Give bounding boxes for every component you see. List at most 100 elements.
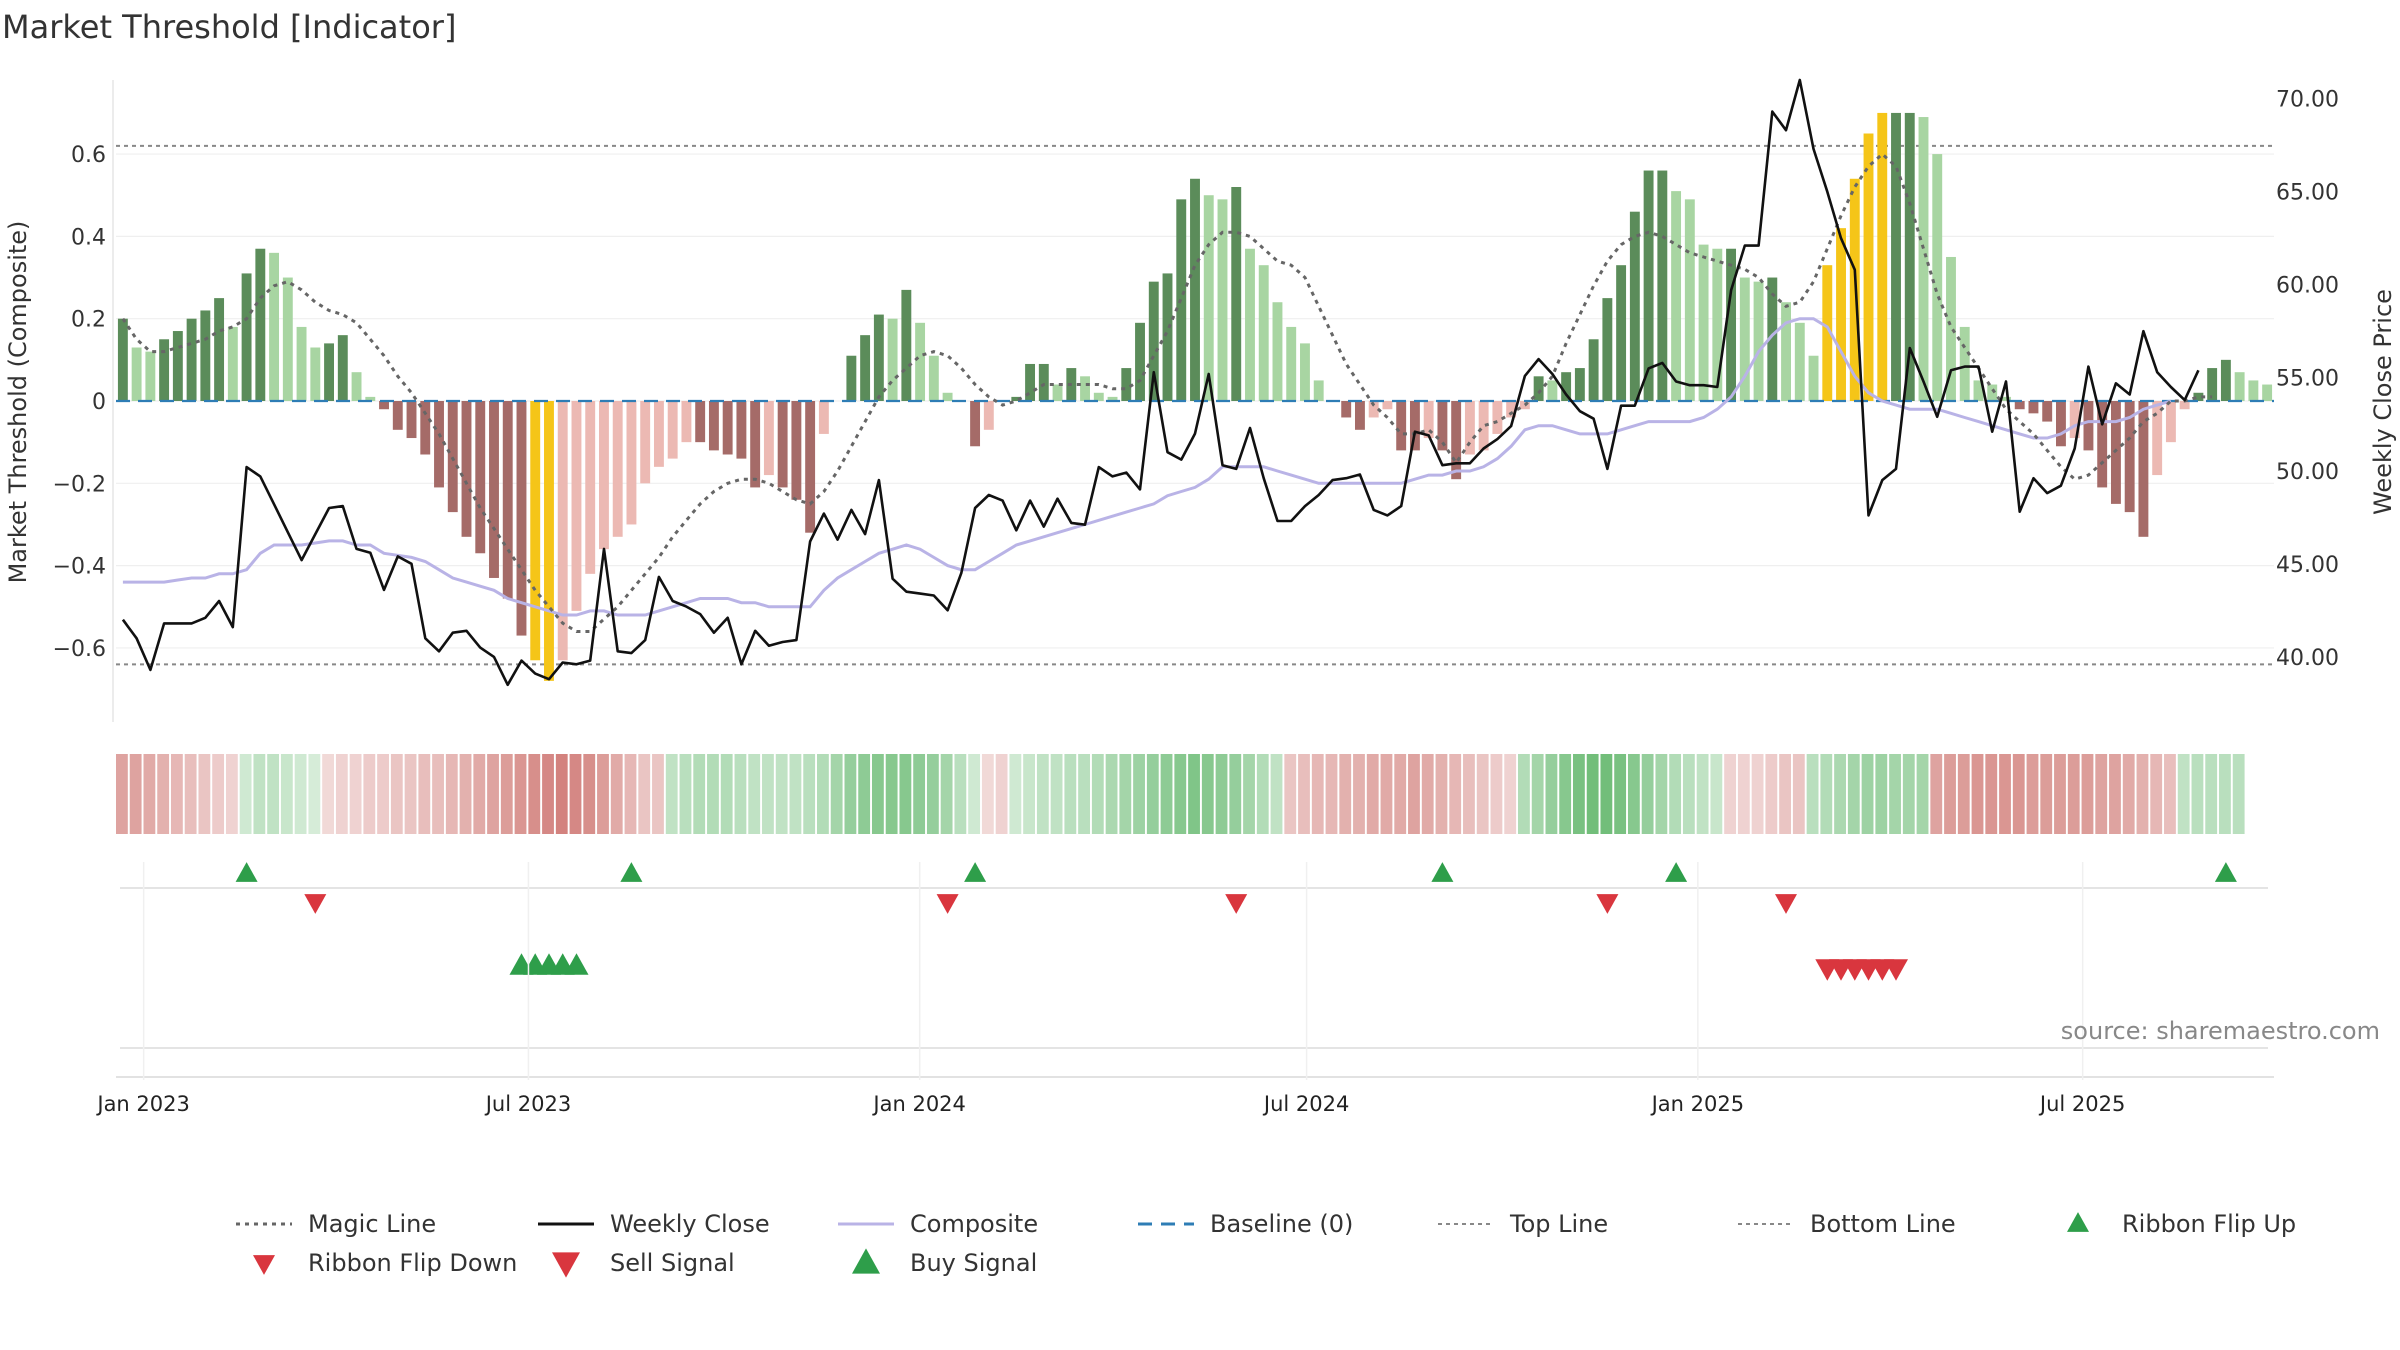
- histogram-bar: [557, 401, 568, 661]
- left-tick-label: −0.4: [53, 555, 106, 580]
- ribbon-cell: [1284, 754, 1297, 834]
- right-tick-label: 40.00: [2276, 646, 2339, 671]
- ribbon-cell: [514, 754, 527, 834]
- histogram-bar: [2083, 401, 2094, 451]
- legend-label: Magic Line: [308, 1210, 436, 1238]
- histogram-bar: [296, 326, 307, 401]
- histogram-bar: [928, 355, 939, 401]
- ribbon-cell: [748, 754, 761, 834]
- ribbon-flip-up-marker: [235, 862, 258, 882]
- histogram-bar: [1863, 133, 1874, 401]
- histogram-bar: [1946, 256, 1956, 401]
- histogram-bar: [1025, 363, 1036, 401]
- histogram-bar: [2179, 401, 2190, 410]
- series-lines: [116, 78, 2274, 687]
- legend-label: Baseline (0): [1210, 1210, 1353, 1238]
- ribbon-cell: [1243, 754, 1255, 834]
- histogram-bar: [241, 273, 252, 401]
- histogram-bar: [681, 401, 692, 443]
- ribbon-cell: [542, 754, 554, 834]
- legend-label: Ribbon Flip Down: [308, 1249, 517, 1277]
- ribbon-cell: [2026, 754, 2039, 834]
- ribbon-cell: [1298, 754, 1310, 834]
- ribbon-cell: [1834, 754, 1846, 834]
- legend-item: Top Line: [1438, 1210, 1608, 1238]
- histogram-bar: [1245, 248, 1255, 401]
- histogram-bar: [2220, 359, 2231, 401]
- histogram-bar: [1877, 112, 1888, 401]
- histogram-bar: [983, 401, 994, 430]
- date-axis: Jan 2023 Jul 2023 Jan 2024 Jul 2024 Jan 2025…: [95, 862, 2274, 1116]
- histogram-bar: [2234, 372, 2245, 401]
- histogram-bar: [1107, 396, 1118, 401]
- ribbon-cell: [830, 754, 843, 834]
- histogram-bar: [1423, 401, 1434, 439]
- ribbon-cell: [1559, 754, 1572, 834]
- histogram-bar: [2248, 380, 2259, 401]
- ribbon-cell: [555, 754, 568, 834]
- ribbon-cell: [184, 754, 197, 834]
- histogram-bar: [1781, 302, 1791, 401]
- ribbon-flip-down-marker: [1225, 894, 1248, 914]
- histogram-bar: [1492, 401, 1503, 434]
- histogram-bar: [1506, 401, 1517, 418]
- right-tick-label: 65.00: [2276, 181, 2339, 206]
- histogram-bar: [1286, 326, 1297, 401]
- ribbon-cell: [1023, 754, 1036, 834]
- ribbon-cell: [1476, 754, 1489, 834]
- ribbon-cell: [129, 754, 142, 834]
- histogram-bar: [145, 351, 156, 401]
- right-tick-label: 55.00: [2276, 367, 2339, 392]
- histogram-bar: [1533, 376, 1544, 401]
- right-tick-label: 45.00: [2276, 553, 2339, 578]
- ribbon-cell: [459, 754, 472, 834]
- histogram-bar: [1135, 322, 1145, 401]
- histogram-bar: [695, 401, 706, 443]
- histogram-bar: [434, 401, 444, 488]
- magic-line: [121, 152, 2213, 633]
- histogram-bar: [818, 401, 829, 434]
- ribbon-cell: [1696, 754, 1709, 834]
- legend-item: Ribbon Flip Down: [253, 1249, 517, 1277]
- left-tick-label: 0: [92, 390, 106, 415]
- ribbon-cell: [418, 754, 431, 834]
- ribbon-cell: [1861, 754, 1874, 834]
- ribbon-cell: [707, 754, 719, 834]
- ribbon-cell: [1201, 754, 1214, 834]
- ribbon-cell: [995, 754, 1008, 834]
- ribbon-cell: [844, 754, 857, 834]
- ribbon-cell: [1669, 754, 1682, 834]
- ribbon-cell: [899, 754, 912, 834]
- date-tick-label: Jan 2023: [95, 1092, 190, 1116]
- histogram-bar: [791, 401, 802, 500]
- histogram-bar: [1739, 277, 1750, 401]
- ribbon-cell: [1366, 754, 1379, 834]
- histogram-bar: [1891, 112, 1901, 401]
- histogram-bar: [516, 401, 527, 636]
- sell-signal-marker: [1884, 959, 1908, 981]
- legend-label: Weekly Close: [610, 1210, 770, 1238]
- histogram-bar: [1038, 363, 1049, 401]
- histogram-bar: [1918, 117, 1929, 402]
- ribbon-cell: [610, 754, 623, 834]
- ribbon-cell: [1985, 754, 1998, 834]
- histogram-bar: [2014, 401, 2025, 410]
- legend-label: Ribbon Flip Up: [2122, 1210, 2296, 1238]
- histogram-bar: [1409, 401, 1420, 451]
- signal-row: [509, 953, 1908, 981]
- histogram-bar: [172, 331, 183, 401]
- ribbon-cell: [1146, 754, 1159, 834]
- ribbon-cell: [803, 754, 816, 834]
- date-tick-label: Jan 2025: [1650, 1092, 1745, 1116]
- ribbon-cell: [954, 754, 967, 834]
- histogram-bar: [1808, 355, 1819, 401]
- right-axis-ticks: 70.00 65.00 60.00 55.00 50.00 45.00 40.00: [2276, 88, 2339, 671]
- ribbon-cell: [1421, 754, 1434, 834]
- histogram-bar: [282, 277, 293, 401]
- ribbon-cell: [267, 754, 280, 834]
- legend-label: Bottom Line: [1810, 1210, 1956, 1238]
- ribbon-cell: [1999, 754, 2011, 834]
- histogram-bar: [365, 396, 376, 401]
- ribbon-cell: [1889, 754, 1901, 834]
- histogram-bar: [1726, 248, 1737, 401]
